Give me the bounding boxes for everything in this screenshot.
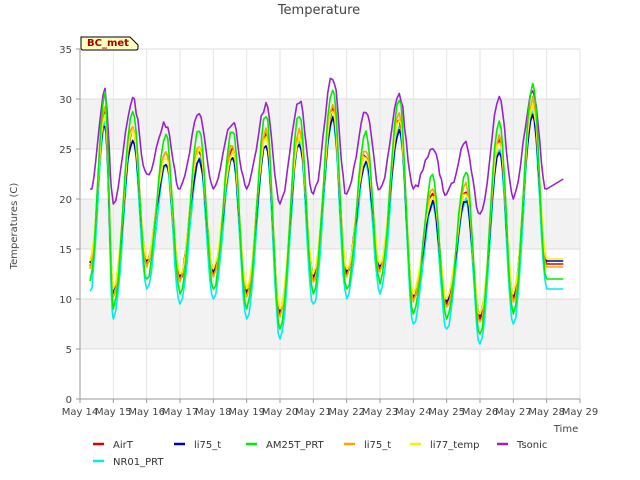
x-tick-label: May 17 <box>162 407 199 418</box>
legend-label: li75_t <box>194 440 221 451</box>
y-tick-label: 25 <box>59 145 72 156</box>
station-badge: BC_met <box>80 36 139 51</box>
x-tick-label: May 25 <box>428 407 465 418</box>
x-tick-label: May 20 <box>262 407 299 418</box>
x-tick-label: May 28 <box>528 407 565 418</box>
y-axis-label: Temperatures (C) <box>9 183 20 271</box>
legend: AirT li75_t AM25T_PRT li75_t li77_temp Tsonic… <box>93 440 547 468</box>
shaded-band <box>80 199 580 249</box>
legend-label: NR01_PRT <box>113 457 164 468</box>
y-tick-label: 15 <box>59 245 72 256</box>
badge-shape <box>80 36 139 51</box>
y-tick-label: 5 <box>66 345 72 356</box>
x-tick-label: May 23 <box>362 407 399 418</box>
x-tick-label: May 29 <box>562 407 599 418</box>
legend-label: li75_t <box>364 440 391 451</box>
series-line-am25t_prt <box>89 82 564 335</box>
x-tick-label: May 21 <box>295 407 332 418</box>
legend-label: AirT <box>113 440 134 451</box>
series-line-tsonic <box>90 77 564 215</box>
x-tick-label: May 26 <box>462 407 499 418</box>
legend-label: Tsonic <box>516 440 547 451</box>
legend-label: AM25T_PRT <box>266 440 325 451</box>
x-tick-label: May 15 <box>95 407 132 418</box>
badge-label: BC_met <box>87 38 129 49</box>
x-tick-label: May 27 <box>495 407 532 418</box>
legend-label: li77_temp <box>430 440 479 451</box>
y-tick-label: 10 <box>59 295 72 306</box>
x-tick-label: May 16 <box>128 407 165 418</box>
y-tick-label: 0 <box>66 395 72 406</box>
y-tick-label: 20 <box>59 195 72 206</box>
x-tick-label: May 22 <box>328 407 365 418</box>
chart-title: Temperature <box>277 3 360 18</box>
series-layer <box>89 77 564 345</box>
y-tick-label: 30 <box>59 95 72 106</box>
x-tick-label: May 14 <box>62 407 99 418</box>
x-tick-label: May 18 <box>195 407 232 418</box>
shaded-band <box>80 299 580 349</box>
x-axis-label: Time <box>553 424 578 435</box>
series-line-nr01_prt <box>89 110 564 345</box>
x-tick-label: May 19 <box>228 407 265 418</box>
y-tick-label: 35 <box>59 45 72 56</box>
x-tick-label: May 24 <box>395 407 432 418</box>
